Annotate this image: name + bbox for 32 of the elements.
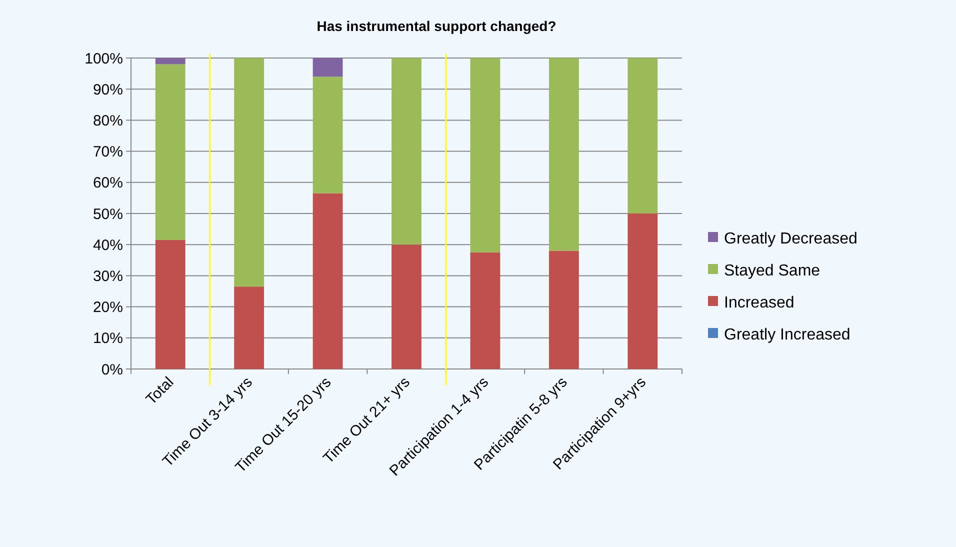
y-tick-label: 50% — [92, 206, 123, 223]
legend-label: Greatly Increased — [724, 326, 850, 344]
y-tick-label: 80% — [92, 112, 123, 130]
bar — [628, 214, 658, 369]
bar — [155, 64, 186, 240]
bar — [392, 58, 422, 245]
bar — [234, 58, 264, 287]
y-tick-label: 70% — [92, 144, 123, 161]
bar — [548, 250, 579, 369]
y-tick-label: 10% — [92, 330, 123, 348]
bar — [470, 252, 500, 369]
y-tick-label: 90% — [92, 81, 123, 98]
bar — [312, 193, 343, 369]
legend-label: Greatly Decreased — [724, 230, 858, 248]
bar — [628, 58, 658, 214]
bar — [234, 286, 264, 369]
bar — [155, 240, 186, 369]
chart-title: Has instrumental support changed? — [316, 18, 556, 34]
bar — [312, 76, 343, 194]
y-tick-label: 0% — [101, 361, 123, 378]
legend-label: Stayed Same — [724, 262, 820, 280]
y-tick-label: 60% — [92, 174, 123, 192]
bar — [312, 58, 343, 77]
y-tick-label: 40% — [92, 236, 123, 254]
y-tick-label: 20% — [92, 299, 123, 316]
legend-label: Increased — [724, 294, 794, 312]
bar — [470, 58, 500, 252]
bar — [392, 244, 422, 369]
y-tick-label: 100% — [84, 50, 123, 68]
bar — [548, 58, 579, 251]
bar — [155, 58, 186, 64]
y-tick-label: 30% — [92, 268, 123, 285]
